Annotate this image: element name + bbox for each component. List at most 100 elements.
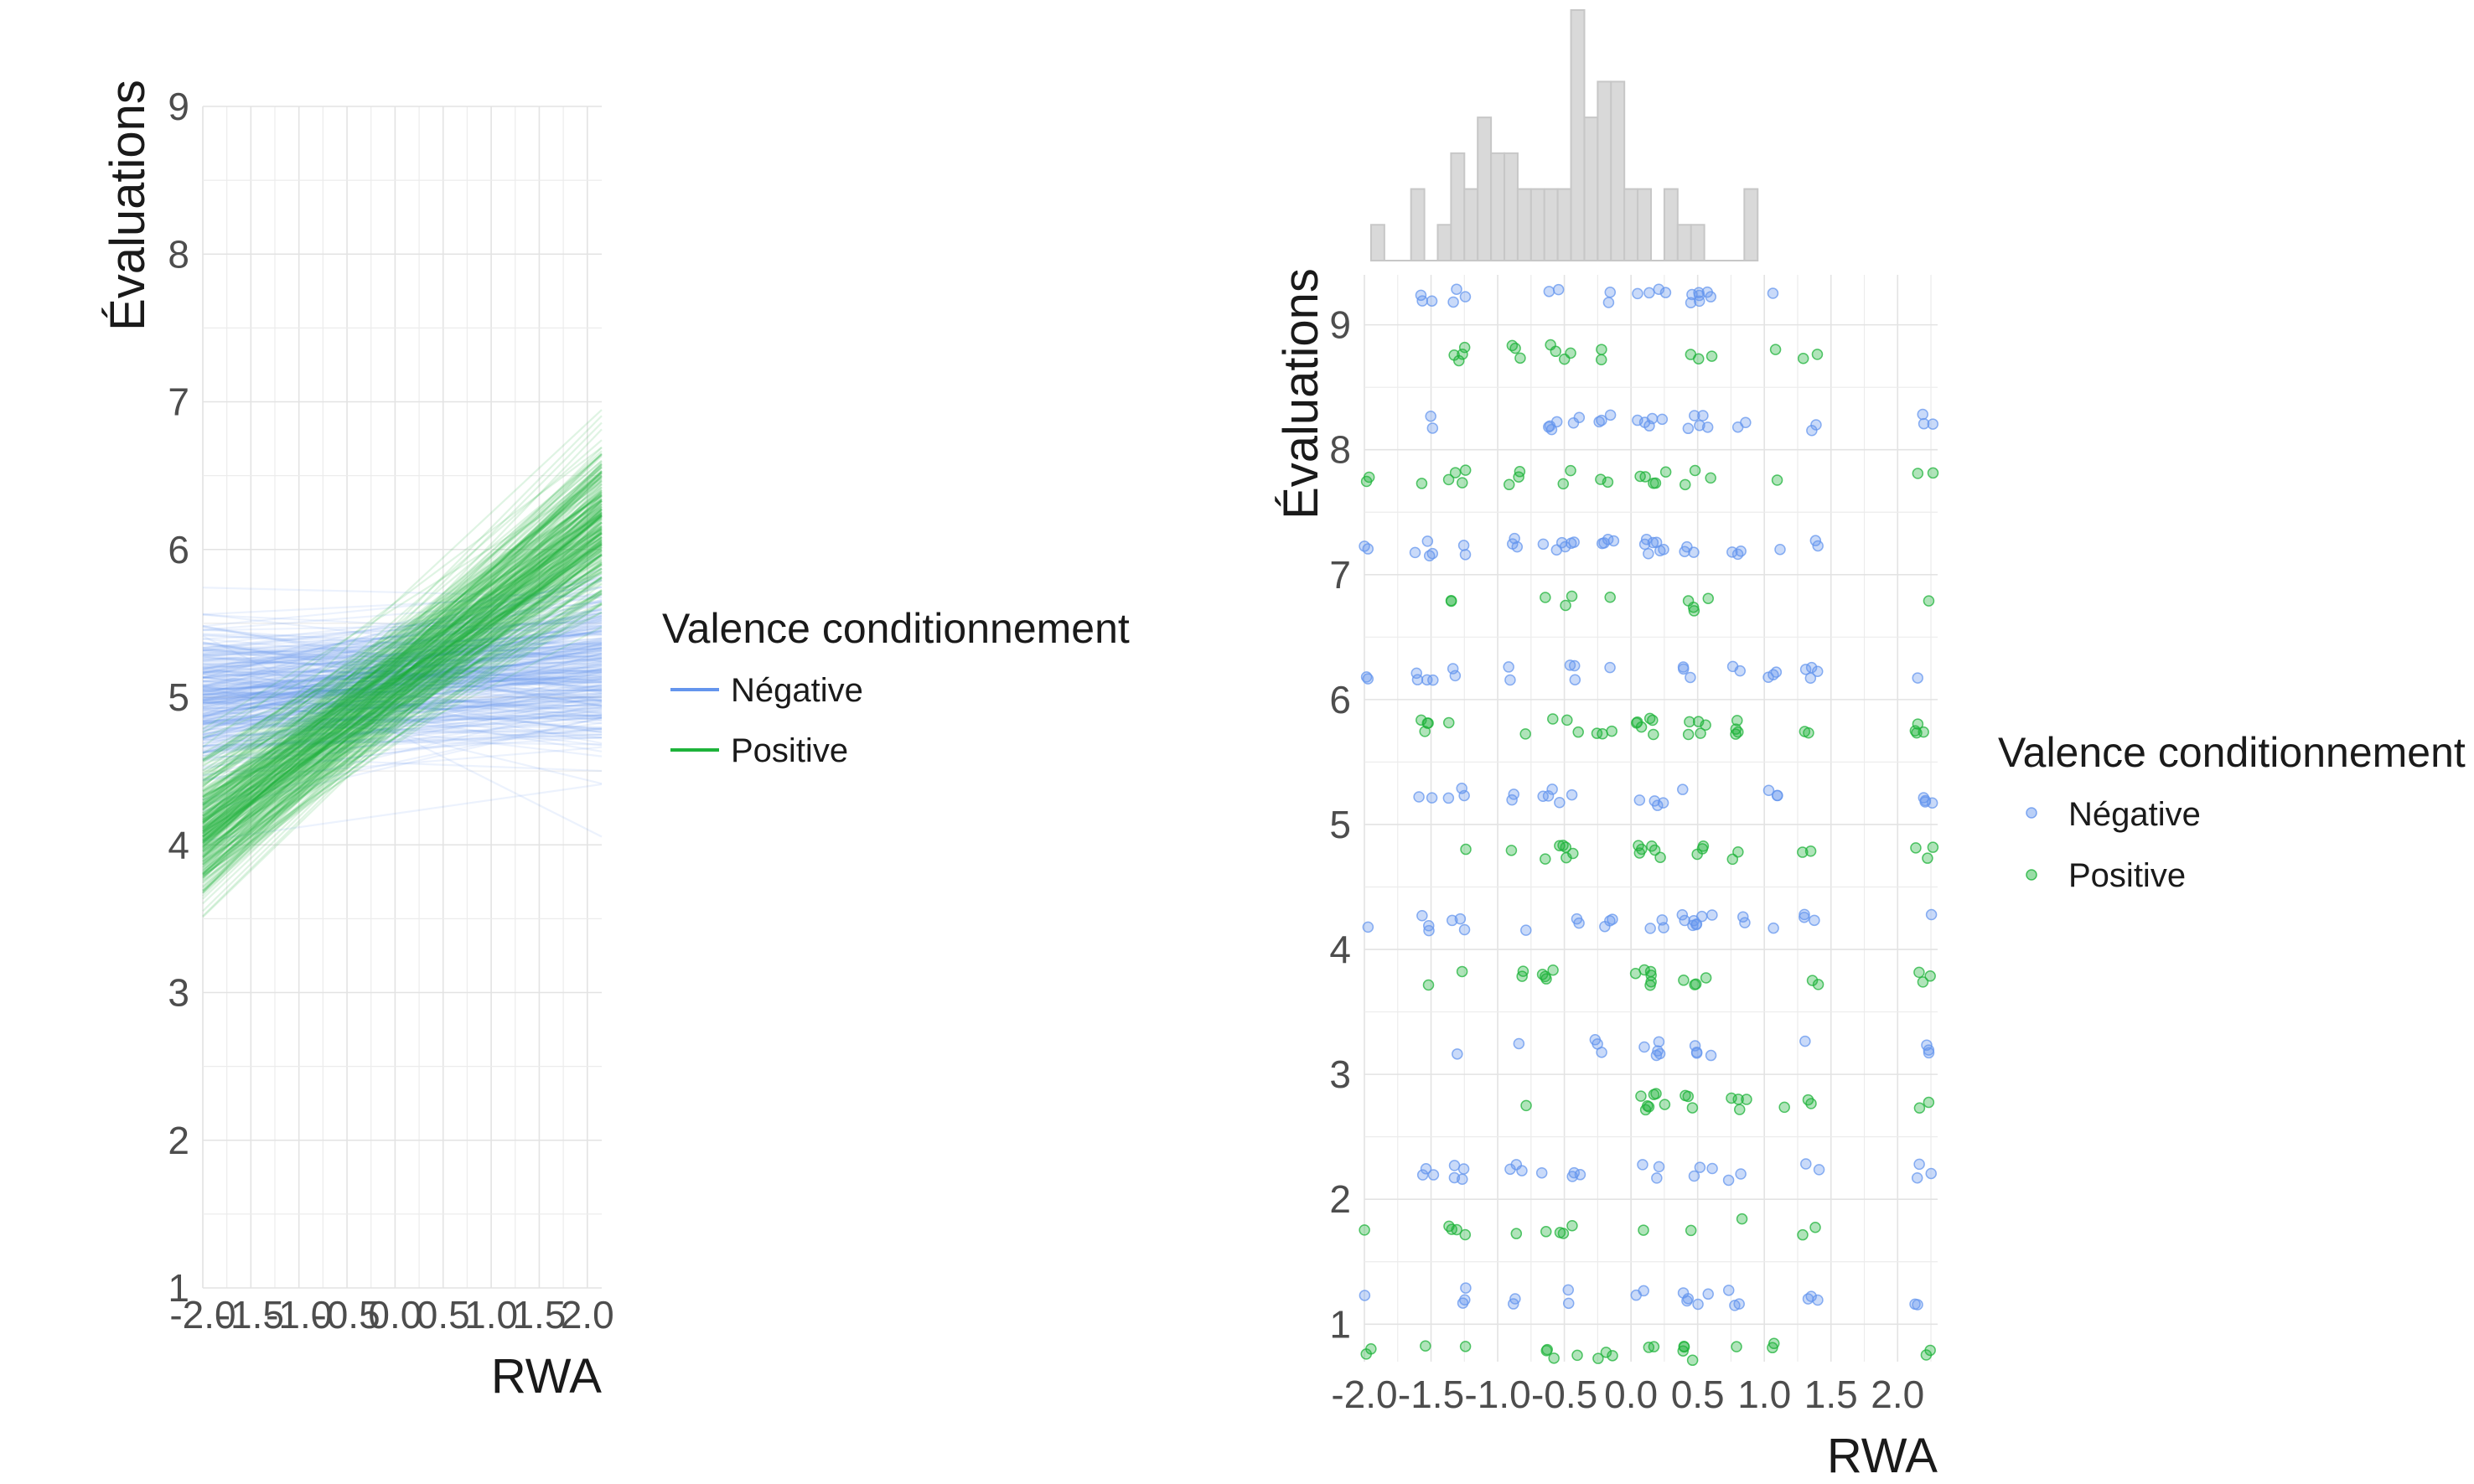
positive-regression-line: [202, 537, 603, 777]
histogram-bar: [1570, 9, 1586, 261]
negative-point: [1689, 410, 1700, 421]
negative-point: [1911, 1171, 1923, 1184]
left-y-tick-label: 4: [168, 823, 189, 866]
positive-regression-line: [202, 549, 603, 843]
right-y-tick-label: 9: [1329, 303, 1351, 347]
negative-point: [1451, 283, 1462, 295]
positive-point: [1540, 592, 1551, 603]
negative-point: [1555, 536, 1568, 549]
positive-point: [1591, 727, 1603, 739]
negative-point: [1925, 908, 1938, 921]
negative-regression-line: [202, 659, 603, 673]
positive-regression-line: [202, 505, 603, 759]
positive-regression-line: [202, 540, 603, 843]
positive-point: [1636, 843, 1648, 856]
positive-regression-line: [202, 510, 603, 806]
positive-point: [1635, 1090, 1647, 1102]
negative-regression-line: [202, 676, 603, 721]
positive-point: [1659, 466, 1672, 478]
negative-regression-line: [202, 783, 603, 842]
negative-regression-line: [202, 633, 603, 646]
positive-regression-line: [202, 490, 603, 862]
positive-regression-line: [202, 508, 603, 889]
negative-regression-line: [202, 669, 603, 679]
positive-regression-line: [202, 483, 603, 894]
negative-regression-line: [202, 628, 603, 703]
positive-point: [1809, 1222, 1821, 1233]
negative-regression-line: [202, 669, 603, 701]
positive-regression-line: [202, 533, 603, 802]
negative-regression-line: [202, 615, 603, 659]
positive-regression-line: [202, 542, 603, 806]
negative-point: [1359, 1290, 1371, 1301]
negative-regression-line: [202, 730, 603, 747]
positive-point: [1459, 464, 1472, 476]
negative-regression-line: [202, 647, 603, 729]
positive-regression-line: [202, 450, 603, 817]
histogram-bar: [1663, 188, 1679, 261]
positive-regression-line: [202, 492, 603, 828]
negative-point: [1689, 1040, 1701, 1052]
positive-regression-line: [202, 465, 603, 846]
positive-point: [1517, 965, 1529, 977]
negative-regression-line: [202, 726, 603, 777]
positive-point: [1687, 601, 1700, 613]
positive-regression-line: [202, 508, 603, 817]
scatter-with-histogram: 1 2 3 4 5 6 7 8 9 -2.0 -1.5 -1.0 -0.5 0.0 0.5 1.0 1.5 2.…: [1274, 9, 2466, 1483]
positive-point: [1560, 599, 1571, 612]
negative-point: [1653, 1036, 1665, 1048]
negative-point: [1508, 789, 1520, 800]
negative-regression-line: [202, 719, 603, 754]
histogram-bar: [1529, 188, 1545, 261]
negative-regression-line: [202, 614, 603, 698]
positive-point: [1732, 1094, 1744, 1105]
positive-point: [1442, 473, 1455, 486]
negative-point: [1569, 674, 1581, 685]
positive-regression-line: [202, 546, 603, 821]
positive-regression-line: [202, 515, 603, 835]
negative-regression-line: [202, 657, 603, 724]
negative-regression-line: [202, 702, 603, 801]
negative-regression-line: [202, 654, 603, 700]
positive-regression-line: [202, 563, 603, 830]
negative-regression-line: [202, 644, 603, 718]
positive-regression-line: [202, 471, 603, 845]
left-x-tick-label: 0.5: [417, 1293, 470, 1337]
negative-regression-line: [202, 688, 603, 735]
histogram-bar: [1436, 224, 1452, 261]
positive-point: [1510, 1228, 1523, 1239]
negative-regression-line: [202, 626, 603, 697]
positive-regression-line: [202, 505, 603, 870]
histogram-bar: [1743, 188, 1759, 261]
negative-regression-line: [202, 684, 603, 701]
positive-regression-line: [202, 505, 603, 833]
negative-regression-line: [202, 695, 603, 712]
negative-regression-line: [202, 686, 603, 728]
positive-regression-line: [202, 499, 603, 887]
negative-regression-line: [202, 680, 603, 715]
negative-regression-line: [202, 613, 603, 674]
negative-regression-line: [202, 655, 603, 715]
positive-regression-line: [202, 531, 603, 875]
positive-regression-line: [202, 530, 603, 816]
negative-regression-line: [202, 754, 603, 773]
positive-regression-line: [202, 487, 603, 859]
negative-regression-line: [202, 586, 603, 690]
negative-point: [1658, 543, 1669, 556]
negative-point: [1693, 289, 1705, 302]
positive-regression-line: [202, 518, 603, 806]
negative-point: [1659, 287, 1672, 298]
negative-point: [1632, 287, 1643, 300]
right-x-tick-label: 0.5: [1671, 1373, 1725, 1416]
negative-point: [1810, 419, 1822, 431]
histogram-bar: [1410, 188, 1426, 261]
positive-point: [1645, 970, 1657, 981]
negative-regression-line: [202, 679, 603, 702]
right-y-tick-label: 4: [1329, 928, 1351, 971]
negative-regression-line: [202, 645, 603, 654]
negative-point: [1568, 536, 1580, 548]
positive-point: [1927, 467, 1939, 479]
right-x-tick-label: -2.0: [1331, 1373, 1397, 1416]
negative-point: [1550, 416, 1563, 428]
positive-regression-line: [202, 527, 603, 838]
